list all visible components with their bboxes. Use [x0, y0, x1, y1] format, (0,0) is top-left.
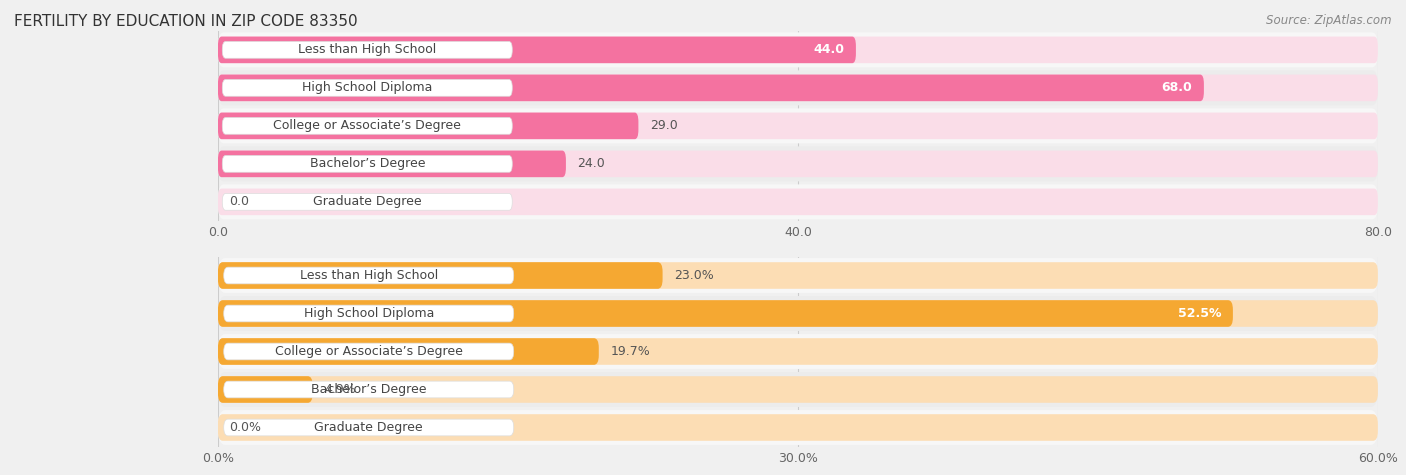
FancyBboxPatch shape [222, 41, 512, 58]
FancyBboxPatch shape [218, 32, 1378, 67]
FancyBboxPatch shape [218, 258, 1378, 293]
Text: Source: ZipAtlas.com: Source: ZipAtlas.com [1267, 14, 1392, 27]
Text: 24.0: 24.0 [578, 157, 605, 171]
Text: 23.0%: 23.0% [675, 269, 714, 282]
FancyBboxPatch shape [224, 343, 513, 360]
Text: 44.0: 44.0 [813, 43, 844, 57]
FancyBboxPatch shape [218, 372, 1378, 407]
FancyBboxPatch shape [218, 146, 1378, 181]
Text: Graduate Degree: Graduate Degree [315, 421, 423, 434]
Text: High School Diploma: High School Diploma [304, 307, 434, 320]
FancyBboxPatch shape [218, 113, 638, 139]
FancyBboxPatch shape [218, 151, 1378, 177]
FancyBboxPatch shape [222, 193, 512, 210]
FancyBboxPatch shape [224, 381, 513, 398]
FancyBboxPatch shape [224, 267, 513, 284]
FancyBboxPatch shape [218, 37, 856, 63]
Text: Bachelor’s Degree: Bachelor’s Degree [311, 383, 426, 396]
FancyBboxPatch shape [218, 75, 1378, 101]
FancyBboxPatch shape [224, 419, 513, 436]
FancyBboxPatch shape [218, 338, 1378, 365]
FancyBboxPatch shape [218, 300, 1233, 327]
FancyBboxPatch shape [218, 300, 1378, 327]
FancyBboxPatch shape [218, 262, 662, 289]
Text: 0.0: 0.0 [229, 195, 249, 209]
Text: Less than High School: Less than High School [298, 43, 436, 57]
FancyBboxPatch shape [218, 113, 1378, 139]
FancyBboxPatch shape [218, 338, 599, 365]
Text: 52.5%: 52.5% [1178, 307, 1222, 320]
FancyBboxPatch shape [218, 184, 1378, 219]
FancyBboxPatch shape [218, 262, 1378, 289]
FancyBboxPatch shape [218, 334, 1378, 369]
Text: 68.0: 68.0 [1161, 81, 1192, 95]
FancyBboxPatch shape [218, 75, 1204, 101]
FancyBboxPatch shape [218, 189, 1378, 215]
FancyBboxPatch shape [222, 117, 512, 134]
FancyBboxPatch shape [218, 70, 1378, 105]
Text: FERTILITY BY EDUCATION IN ZIP CODE 83350: FERTILITY BY EDUCATION IN ZIP CODE 83350 [14, 14, 357, 29]
FancyBboxPatch shape [218, 376, 312, 403]
Text: High School Diploma: High School Diploma [302, 81, 433, 95]
Text: 4.9%: 4.9% [325, 383, 356, 396]
FancyBboxPatch shape [222, 79, 512, 96]
Text: 19.7%: 19.7% [610, 345, 650, 358]
FancyBboxPatch shape [222, 155, 512, 172]
Text: College or Associate’s Degree: College or Associate’s Degree [273, 119, 461, 133]
FancyBboxPatch shape [218, 414, 1378, 441]
Text: Less than High School: Less than High School [299, 269, 437, 282]
FancyBboxPatch shape [224, 305, 513, 322]
FancyBboxPatch shape [218, 151, 565, 177]
Text: Bachelor’s Degree: Bachelor’s Degree [309, 157, 425, 171]
FancyBboxPatch shape [218, 108, 1378, 143]
FancyBboxPatch shape [218, 296, 1378, 331]
Text: College or Associate’s Degree: College or Associate’s Degree [274, 345, 463, 358]
Text: 0.0%: 0.0% [229, 421, 262, 434]
Text: Graduate Degree: Graduate Degree [314, 195, 422, 209]
Text: 29.0: 29.0 [650, 119, 678, 133]
FancyBboxPatch shape [218, 37, 1378, 63]
FancyBboxPatch shape [218, 376, 1378, 403]
FancyBboxPatch shape [218, 410, 1378, 445]
